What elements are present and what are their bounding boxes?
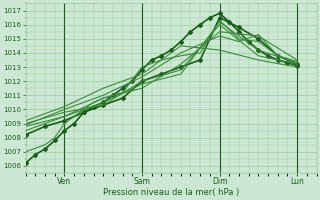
X-axis label: Pression niveau de la mer( hPa ): Pression niveau de la mer( hPa ) [103, 188, 239, 197]
